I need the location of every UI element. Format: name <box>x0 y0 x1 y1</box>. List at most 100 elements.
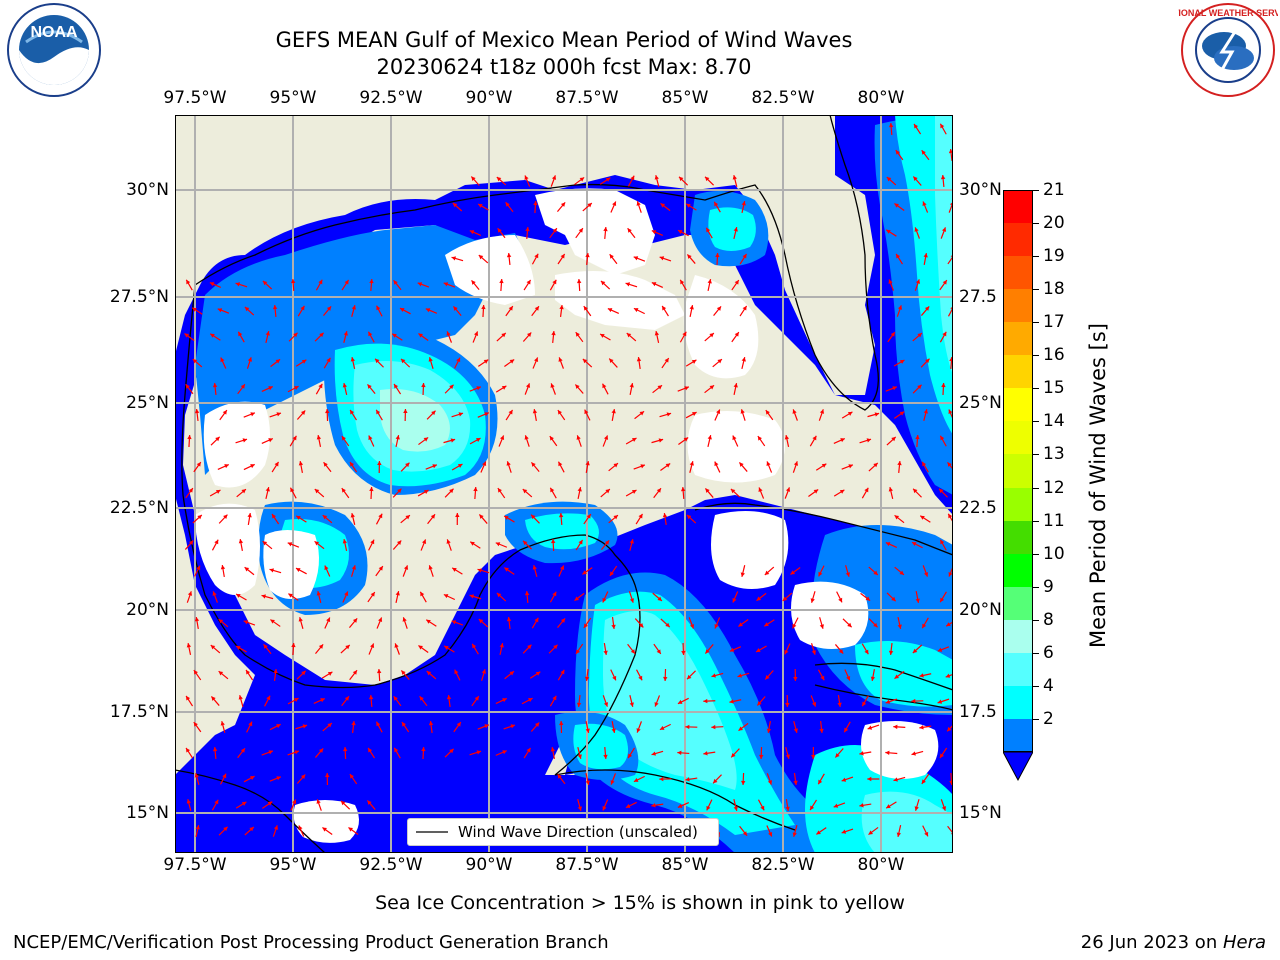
wind-wave-arrow <box>888 122 894 136</box>
wind-wave-arrow <box>472 331 479 343</box>
wind-wave-arrow <box>920 358 930 368</box>
colorbar-title: Mean Period of Wind Waves [s] <box>1086 323 1110 648</box>
wind-wave-arrow <box>663 668 668 682</box>
colorbar-label: 4 <box>1043 675 1054 696</box>
wind-wave-arrow <box>530 514 540 524</box>
wind-wave-arrow <box>288 593 299 601</box>
wind-wave-arrow <box>296 410 306 420</box>
wind-wave-arrow <box>315 383 323 395</box>
wind-wave-arrow <box>711 724 724 730</box>
wind-wave-arrow <box>269 568 282 574</box>
wind-wave-arrow <box>342 591 349 603</box>
wind-wave-arrow <box>868 618 878 628</box>
wind-wave-arrow <box>235 438 248 444</box>
wind-wave-arrow <box>246 721 253 733</box>
wind-wave-arrow <box>522 540 533 550</box>
wind-wave-arrow <box>629 382 634 396</box>
wind-wave-arrow <box>296 670 307 680</box>
wind-wave-arrow <box>707 279 712 291</box>
wind-wave-arrow <box>679 279 687 291</box>
wind-wave-arrow <box>833 489 845 497</box>
wind-wave-arrow <box>755 645 767 653</box>
wind-wave-arrow <box>185 695 194 707</box>
wind-wave-arrow <box>704 384 715 394</box>
wind-wave-arrow <box>194 565 201 577</box>
wind-wave-arrow <box>504 567 515 575</box>
wind-wave-arrow <box>495 385 507 393</box>
wind-wave-arrow <box>471 643 479 655</box>
wind-wave-arrow <box>417 282 430 288</box>
lon-tick-label-top: 85°W <box>661 88 709 108</box>
wind-wave-arrow <box>733 383 738 395</box>
wind-wave-arrow <box>428 565 434 577</box>
wind-wave-arrow <box>557 669 565 681</box>
wind-wave-arrow <box>290 799 297 811</box>
wind-wave-arrow <box>558 565 565 577</box>
wind-wave-arrow <box>706 799 713 811</box>
wind-wave-arrow <box>402 617 408 629</box>
wind-wave-arrow <box>654 331 660 343</box>
wind-wave-arrow <box>402 565 409 577</box>
wind-wave-arrow <box>524 383 531 395</box>
colorbar-tick <box>1033 718 1039 720</box>
wind-wave-arrow <box>654 175 660 187</box>
wind-wave-arrow <box>187 434 192 448</box>
wind-wave-arrow <box>914 799 920 811</box>
wind-wave-arrow <box>677 801 690 809</box>
wind-wave-arrow <box>766 773 773 785</box>
wind-wave-arrow <box>893 359 905 367</box>
wind-wave-arrow <box>913 123 922 135</box>
wind-wave-arrow <box>659 412 672 418</box>
wind-wave-arrow <box>375 513 383 525</box>
colorbar-tick <box>1033 355 1039 357</box>
wind-wave-arrow <box>738 462 748 472</box>
wind-wave-arrow <box>585 460 590 474</box>
wind-wave-arrow <box>652 384 663 394</box>
wind-wave-arrow <box>399 307 411 315</box>
wind-wave-arrow <box>886 592 897 602</box>
wind-wave-arrow <box>704 644 714 654</box>
lat-tick-label-right: 25°N <box>959 393 1002 413</box>
credit-text: NCEP/EMC/Verification Post Processing Pr… <box>13 932 609 953</box>
wind-wave-arrow <box>919 673 932 678</box>
date-text: 26 Jun 2023 on <box>1080 932 1223 953</box>
wind-wave-arrow <box>603 746 608 760</box>
wind-wave-arrow <box>559 720 564 734</box>
wind-wave-arrow <box>523 747 531 759</box>
wind-wave-arrow <box>922 201 929 213</box>
wind-wave-arrow <box>741 772 746 786</box>
wind-wave-arrow <box>522 644 532 654</box>
wind-wave-arrow <box>400 358 411 368</box>
wind-wave-arrow <box>287 542 300 548</box>
wind-wave-arrow <box>611 616 616 630</box>
wind-wave-arrow <box>817 669 825 681</box>
wind-wave-arrow <box>731 331 740 343</box>
water-region-west <box>175 115 953 853</box>
wind-wave-arrow <box>574 384 584 394</box>
wind-wave-arrow <box>530 462 540 472</box>
wind-wave-arrow <box>893 776 906 782</box>
wind-wave-arrow <box>919 725 932 730</box>
lon-tick-label-top: 87.5°W <box>555 88 619 108</box>
wind-wave-arrow <box>818 565 825 577</box>
wind-wave-arrow <box>341 279 350 291</box>
wind-wave-arrow <box>911 541 923 549</box>
lat-tick-label-left: 27.5°N <box>109 287 169 307</box>
wind-wave-arrow <box>583 305 592 317</box>
wind-wave-arrow <box>625 437 637 445</box>
wind-wave-arrow <box>288 332 298 342</box>
wind-wave-arrow <box>841 464 854 470</box>
wind-wave-arrow <box>295 515 307 523</box>
lat-tick-label-left: 15°N <box>126 803 169 823</box>
wind-wave-arrow <box>633 775 645 783</box>
wind-wave-arrow <box>677 750 690 756</box>
wind-wave-arrow <box>400 462 410 472</box>
wind-wave-arrow <box>393 383 402 395</box>
wind-wave-arrow <box>611 720 616 734</box>
wind-wave-arrow <box>921 773 930 785</box>
colorbar-segment <box>1003 322 1033 356</box>
wind-wave-arrow <box>209 489 221 497</box>
wind-wave-arrow <box>602 435 609 447</box>
wind-wave-arrow <box>315 643 324 655</box>
wind-wave-arrow <box>193 669 202 681</box>
